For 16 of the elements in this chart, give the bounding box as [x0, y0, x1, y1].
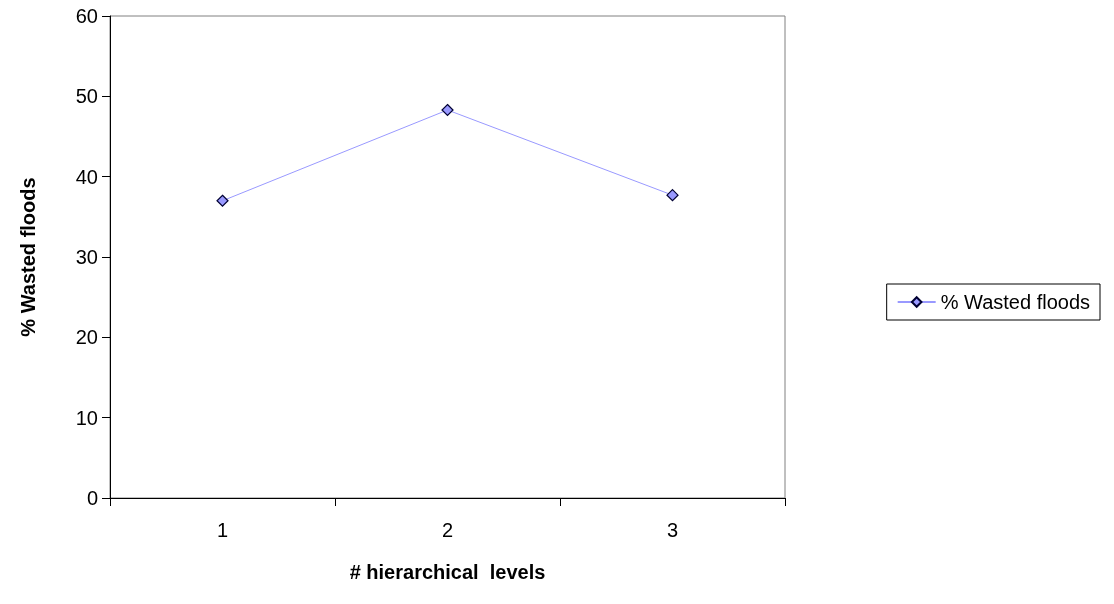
point [666, 189, 679, 202]
y-tick-label: 10 [75, 406, 98, 429]
point [441, 103, 454, 117]
y-axis-title: % Wasted floods [17, 177, 39, 337]
x-tick-label: 1 [216, 519, 229, 541]
legend-label: % Wasted floods [940, 291, 1090, 313]
x-tick-label: 2 [441, 519, 454, 541]
x-axis-title: # hierarchical levels [349, 561, 546, 583]
y-tick-label: 30 [75, 246, 98, 268]
x-tick-label: 3 [666, 519, 679, 541]
y-tick-label: 0 [86, 487, 98, 509]
y-tick-label: 60 [75, 5, 98, 27]
y-tick-label: 40 [75, 165, 98, 188]
point [216, 194, 229, 207]
y-tick-label: 50 [75, 85, 98, 108]
y-tick-label: 20 [75, 326, 98, 349]
